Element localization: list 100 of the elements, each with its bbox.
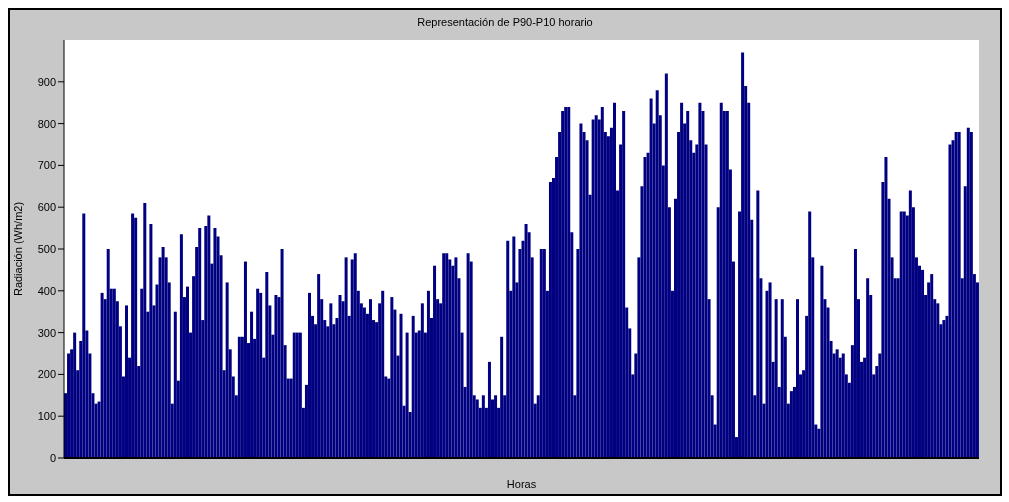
bar: [338, 294, 342, 458]
bar: [506, 240, 510, 458]
y-tick-label: 100: [37, 410, 56, 423]
bar: [82, 213, 86, 458]
bar: [298, 332, 302, 458]
bar: [405, 332, 409, 458]
bar: [594, 115, 598, 458]
bar: [381, 290, 385, 458]
chart-title: Representación de P90-P10 horario: [416, 16, 594, 28]
bar: [411, 315, 415, 458]
bar: [112, 288, 116, 458]
bar: [134, 217, 138, 458]
bar: [561, 111, 565, 458]
bar: [966, 127, 970, 458]
bar: [512, 236, 516, 458]
bar: [237, 336, 241, 458]
y-tick-label: 700: [37, 159, 56, 172]
y-tick-label: 500: [37, 242, 56, 255]
bar: [768, 282, 772, 458]
bar: [445, 253, 449, 458]
bar: [954, 131, 958, 458]
bar: [149, 223, 153, 458]
bar: [292, 332, 296, 458]
y-tick-label: 200: [37, 368, 56, 381]
bar: [67, 353, 71, 458]
bar: [591, 119, 595, 458]
bar: [280, 249, 284, 458]
bar: [756, 190, 760, 458]
bar: [161, 246, 165, 458]
bar: [853, 249, 857, 458]
bar: [908, 190, 912, 458]
bar: [265, 271, 269, 458]
bar: [600, 106, 604, 458]
bar: [100, 292, 104, 458]
bar: [539, 249, 543, 458]
bar: [433, 265, 437, 458]
bar: [564, 106, 568, 458]
bar: [143, 203, 147, 458]
bar: [420, 303, 424, 458]
y-tick-label: 300: [37, 326, 56, 339]
bar: [106, 249, 110, 458]
bar: [125, 305, 128, 458]
bar: [524, 223, 528, 458]
bar: [579, 123, 583, 458]
bar: [173, 311, 177, 458]
bar: [256, 288, 260, 458]
bar: [820, 265, 824, 458]
bar: [719, 102, 723, 458]
bar: [664, 73, 668, 458]
bar: [686, 111, 690, 458]
bar: [780, 299, 784, 458]
bar: [899, 211, 903, 458]
bar: [835, 349, 839, 458]
bar: [475, 399, 479, 458]
bar: [969, 131, 973, 458]
bar: [655, 90, 659, 458]
bar: [399, 313, 403, 458]
bar: [362, 307, 366, 458]
bar: [942, 320, 946, 458]
bar: [179, 234, 183, 458]
bar: [902, 211, 906, 458]
bar: [353, 253, 357, 458]
bar: [680, 102, 684, 458]
bar: [274, 294, 278, 458]
bar: [643, 157, 647, 458]
bar: [225, 282, 229, 458]
bar: [198, 228, 202, 458]
bar: [866, 278, 870, 458]
bar: [131, 213, 135, 458]
y-tick-label: 800: [37, 117, 56, 130]
bar: [426, 290, 430, 458]
bar: [936, 303, 940, 458]
bar: [957, 131, 961, 458]
bar: [948, 144, 952, 458]
y-axis-title: Radiación (Wh/m2): [11, 201, 24, 297]
bar: [73, 332, 77, 458]
bar: [841, 353, 845, 458]
bar: [548, 182, 552, 458]
bar: [649, 98, 653, 458]
y-tick-label: 0: [49, 451, 56, 464]
bar: [344, 257, 348, 458]
bar: [796, 299, 799, 458]
bar: [808, 211, 812, 458]
y-tick-label: 400: [37, 284, 56, 297]
bar: [390, 297, 394, 458]
bar: [454, 257, 458, 458]
bar: [884, 157, 888, 458]
x-axis-title: Horas: [506, 478, 537, 490]
bar: [542, 249, 546, 458]
bar: [741, 52, 745, 458]
bar: [295, 332, 299, 458]
bar: [317, 274, 321, 458]
bar: [442, 253, 446, 458]
bar: [207, 215, 211, 458]
y-tick-label: 900: [37, 75, 56, 88]
bar: [308, 292, 311, 458]
bar: [186, 286, 189, 458]
bar: [622, 111, 626, 458]
bar: [487, 361, 491, 458]
bar: [774, 299, 778, 458]
